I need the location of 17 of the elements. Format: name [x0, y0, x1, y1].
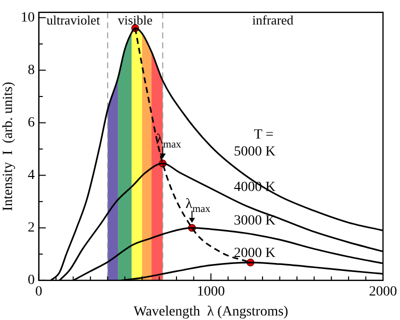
y-tick-label: 0 [28, 273, 35, 288]
annotation: visible [118, 12, 153, 28]
annotation: ultraviolet [46, 12, 100, 28]
y-axis-title: Intensity I (arb. units) [1, 82, 16, 211]
annotation: T = [254, 127, 274, 142]
y-tick-label: 2 [28, 220, 35, 236]
x-axis-title: Wavelength λ (Angstroms) [134, 304, 289, 320]
y-tick-label: 6 [28, 115, 35, 130]
series-label: 2000 K [234, 246, 276, 261]
series-label: 3000 K [234, 213, 276, 228]
y-tick-label: 8 [28, 62, 35, 78]
series-label: 5000 K [234, 144, 276, 160]
annotation: infrared [252, 12, 294, 28]
x-tick-label: 2000 [369, 284, 397, 300]
y-tick-label: 10 [20, 10, 35, 26]
x-tick-label: 1000 [196, 284, 225, 300]
y-tick-label: 4 [28, 168, 35, 183]
